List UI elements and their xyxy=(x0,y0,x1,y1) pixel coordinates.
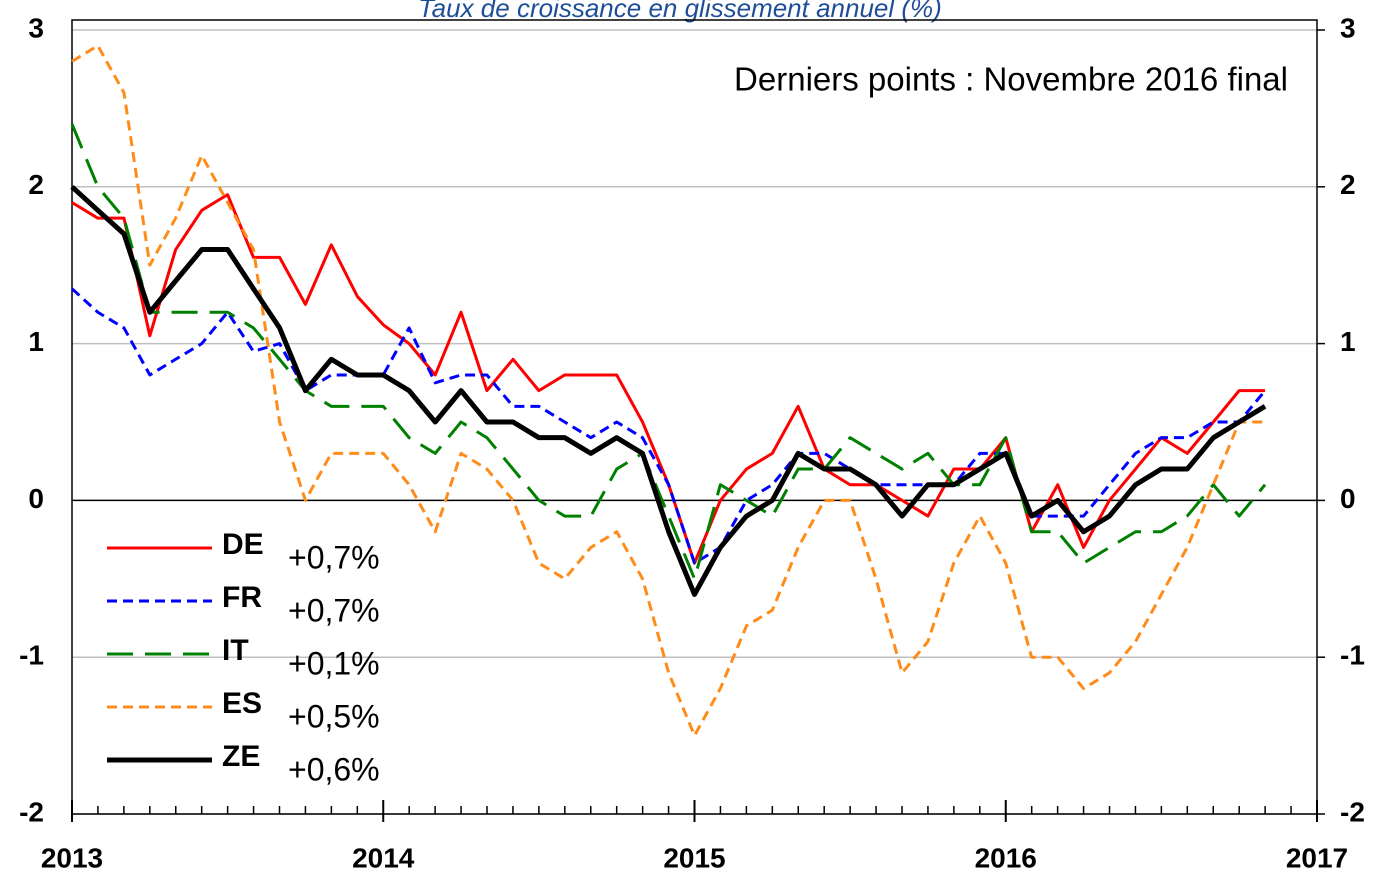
x-tick-label: 2015 xyxy=(663,842,725,873)
y2-tick-label: -1 xyxy=(1340,640,1365,671)
y-tick-label: 2 xyxy=(28,169,44,200)
series-line xyxy=(70,184,1267,597)
y2-tick-label: -2 xyxy=(1340,796,1365,827)
x-tick-label: 2014 xyxy=(352,842,415,873)
annotation: Derniers points : Novembre 2016 final xyxy=(734,61,1288,98)
legend-note: +0,7% xyxy=(288,592,380,628)
series-line xyxy=(70,123,1267,581)
chart-title: Taux de croissance en glissement annuel … xyxy=(418,0,942,23)
legend-label: IT xyxy=(222,634,249,667)
x-tick-label: 2016 xyxy=(975,842,1037,873)
y-tick-label: 3 xyxy=(28,12,44,43)
y-tick-label: 0 xyxy=(28,483,44,514)
y2-tick-label: 2 xyxy=(1340,169,1356,200)
y-tick-label: -1 xyxy=(19,640,44,671)
x-tick-label: 2017 xyxy=(1286,842,1348,873)
series-line xyxy=(71,193,1266,565)
y2-tick-label: 0 xyxy=(1340,483,1356,514)
x-tick-label: 2013 xyxy=(41,842,103,873)
series-line xyxy=(70,287,1267,565)
legend-label: ZE xyxy=(222,740,260,773)
y-tick-label: 1 xyxy=(28,326,44,357)
legend-note: +0,5% xyxy=(288,698,380,734)
legend-note: +0,6% xyxy=(288,751,380,787)
y2-tick-label: 3 xyxy=(1340,12,1356,43)
legend-label: FR xyxy=(222,581,262,614)
legend-note: +0,1% xyxy=(288,645,380,681)
legend-note: +0,7% xyxy=(288,539,380,575)
legend-label: ES xyxy=(222,687,262,720)
legend-label: DE xyxy=(222,528,264,561)
y2-tick-label: 1 xyxy=(1340,326,1356,357)
series-line xyxy=(71,44,1266,738)
y-tick-label: -2 xyxy=(19,796,44,827)
